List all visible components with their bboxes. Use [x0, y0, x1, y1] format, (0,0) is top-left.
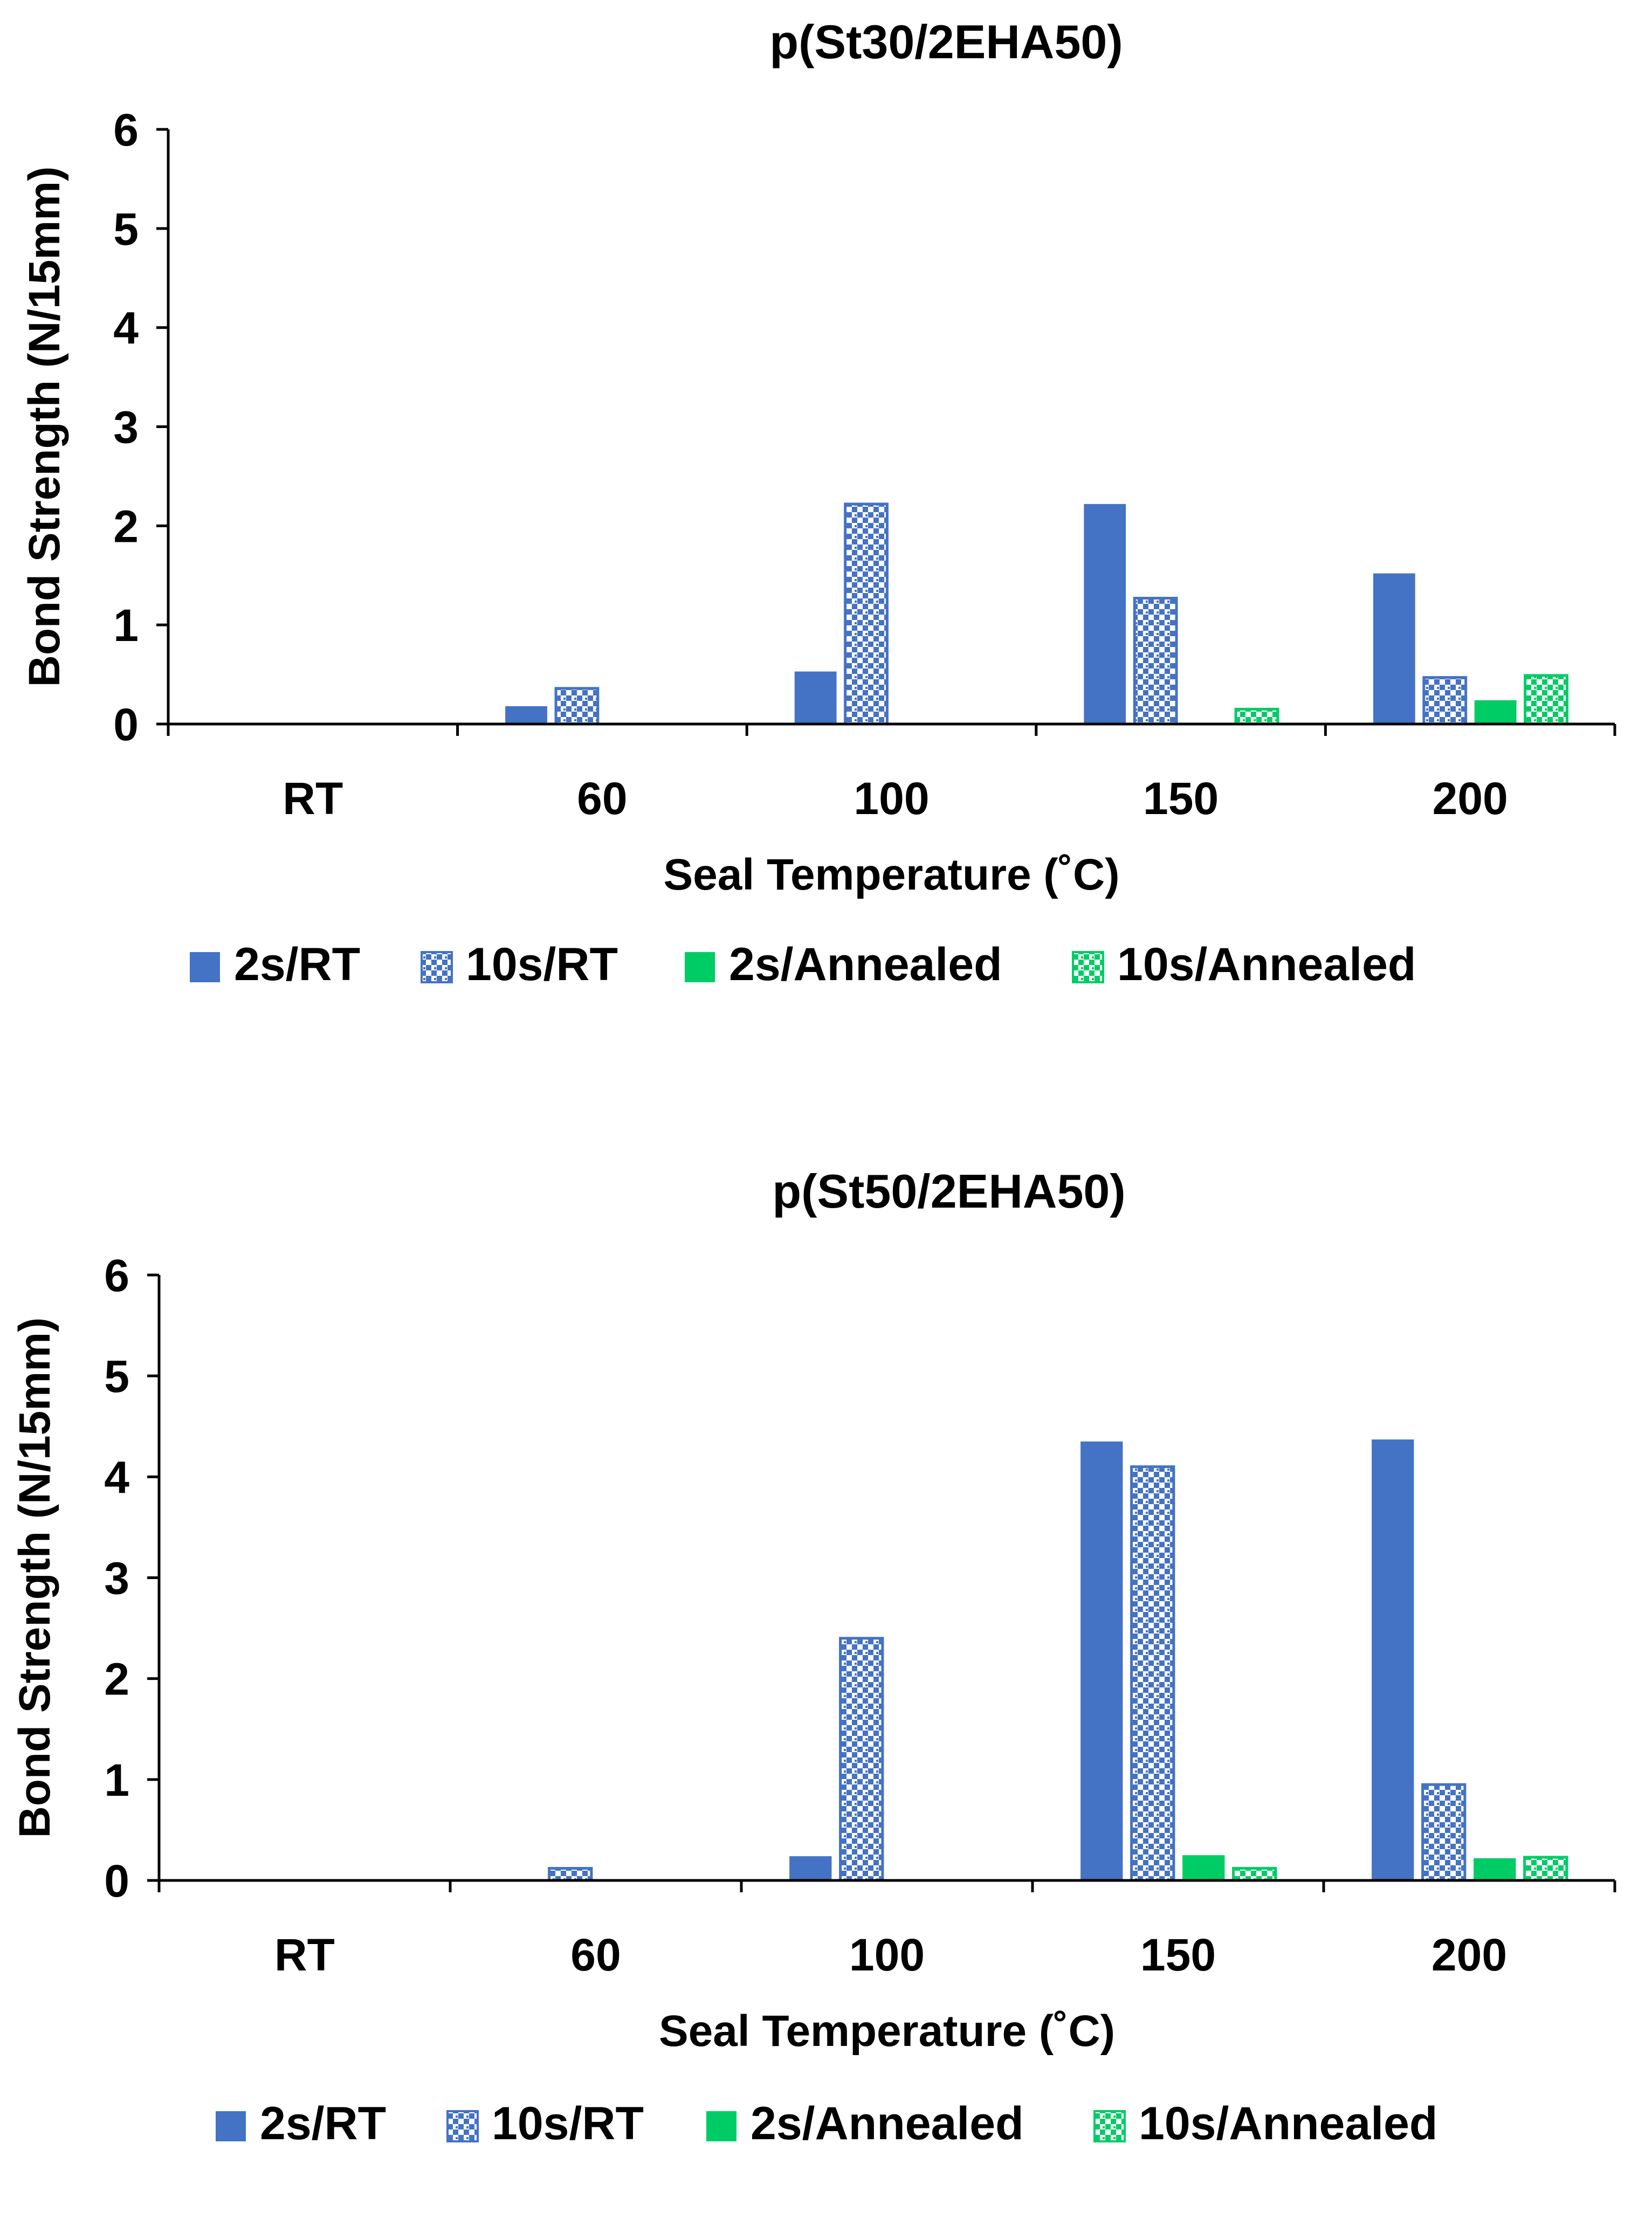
y-tick-label: 6 [104, 1250, 129, 1301]
bar-2s-rt-100 [794, 671, 837, 724]
x-tick-label: 60 [577, 773, 627, 824]
bar-2s-annealed-200 [1474, 700, 1517, 724]
x-tick-label: RT [283, 773, 343, 824]
legend-swatch-2s-rt [216, 2111, 246, 2141]
y-tick-label: 1 [104, 1755, 129, 1805]
legend-swatch-2s-rt [190, 952, 220, 982]
legend-label-2s-rt: 2s/RT [234, 939, 360, 990]
bar-10s-rt-60 [554, 687, 600, 726]
bar-2s-annealed-200 [1474, 1858, 1516, 1880]
legend: 2s/RT 10s/RT 2s/Annealed 10s/Annealed [216, 2098, 1437, 2149]
bar-10s-rt-60 [548, 1867, 593, 1882]
y-tick-label: 0 [113, 699, 139, 750]
legend-label-2s-annealed: 2s/Annealed [751, 2098, 1024, 2149]
y-tick-label: 5 [104, 1351, 129, 1402]
y-tick-label: 2 [113, 501, 139, 552]
x-axis-title: Seal Temperature (˚C) [659, 2007, 1115, 2056]
bar-10s-rt-150 [1133, 597, 1178, 726]
bar-10s-rt-150 [1130, 1465, 1175, 1882]
bar-10s-rt-100 [844, 502, 889, 726]
legend-item-10s-rt: 10s/RT [446, 2098, 644, 2149]
legend-label-2s-rt: 2s/RT [260, 2098, 386, 2149]
legend-label-10s-annealed: 10s/Annealed [1139, 2098, 1437, 2149]
legend-swatch-10s-annealed [1093, 2110, 1126, 2142]
bar-10s-rt-100 [839, 1637, 884, 1882]
bar-10s-annealed-200 [1523, 1856, 1568, 1882]
bar-2s-rt-60 [505, 706, 547, 724]
chart-st50-2eha50: p(St50/2EHA50) 0 1 2 3 4 5 6 RT 60 100 150 200 Seal T… [10, 1164, 1616, 2149]
legend-item-10s-annealed: 10s/Annealed [1093, 2098, 1437, 2149]
legend-item-2s-annealed: 2s/Annealed [685, 939, 1002, 990]
y-tick-label: 4 [104, 1452, 129, 1503]
bar-2s-rt-150 [1080, 1441, 1123, 1880]
chart-st30-2eha50: p(St30/2EHA50) 0 1 2 3 4 5 6 RT 60 100 150 200 Seal T… [20, 15, 1616, 990]
bar-2s-rt-150 [1084, 504, 1126, 724]
bar-2s-rt-200 [1372, 1439, 1414, 1880]
chart-title: p(St30/2EHA50) [769, 15, 1123, 68]
legend-label-2s-annealed: 2s/Annealed [729, 939, 1002, 990]
legend-swatch-10s-rt [446, 2110, 479, 2142]
bar-2s-rt-100 [789, 1856, 832, 1880]
legend-item-10s-annealed: 10s/Annealed [1072, 939, 1416, 990]
bar-2s-rt-200 [1373, 573, 1415, 724]
x-tick-label: 60 [570, 1929, 621, 1980]
y-axis-title: Bond Strength (N/15mm) [20, 167, 69, 687]
y-tick-label: 4 [113, 303, 139, 354]
legend-swatch-2s-annealed [685, 952, 715, 982]
x-tick-label: 200 [1431, 1929, 1507, 1980]
y-tick-label: 0 [104, 1856, 129, 1906]
chart-title: p(St50/2EHA50) [772, 1164, 1125, 1218]
legend-item-2s-rt: 2s/RT [190, 939, 360, 990]
x-tick-label: 150 [1143, 773, 1219, 824]
bar-10s-annealed-150 [1234, 707, 1279, 726]
bar-10s-annealed-150 [1232, 1867, 1277, 1882]
bar-2s-annealed-150 [1182, 1855, 1225, 1880]
y-tick-label: 6 [113, 105, 139, 155]
legend-label-10s-rt: 10s/RT [492, 2098, 644, 2149]
x-tick-label: 200 [1433, 773, 1508, 824]
x-axis-title: Seal Temperature (˚C) [663, 850, 1119, 899]
legend-item-10s-rt: 10s/RT [421, 939, 618, 990]
x-tick-label: 150 [1140, 1929, 1216, 1980]
y-tick-label: 2 [104, 1654, 129, 1705]
legend-swatch-10s-rt [421, 951, 453, 983]
x-tick-label: RT [274, 1929, 335, 1980]
bar-10s-annealed-200 [1524, 674, 1568, 726]
y-tick-label: 3 [104, 1553, 129, 1604]
y-axis-title: Bond Strength (N/15mm) [10, 1318, 59, 1838]
legend-swatch-10s-annealed [1072, 951, 1104, 983]
bar-10s-rt-200 [1422, 676, 1468, 726]
legend-item-2s-annealed: 2s/Annealed [706, 2098, 1024, 2149]
y-tick-label: 3 [113, 402, 139, 453]
legend-item-2s-rt: 2s/RT [216, 2098, 386, 2149]
legend-label-10s-annealed: 10s/Annealed [1117, 939, 1416, 990]
legend-label-10s-rt: 10s/RT [466, 939, 618, 990]
figure-root: p(St30/2EHA50) 0 1 2 3 4 5 6 RT 60 100 150 200 Seal T… [10, 15, 1616, 2149]
x-tick-label: 100 [853, 773, 929, 824]
bar-10s-rt-200 [1421, 1783, 1467, 1882]
y-tick-label: 5 [113, 204, 139, 254]
x-tick-label: 100 [849, 1929, 925, 1980]
legend: 2s/RT 10s/RT 2s/Annealed 10s/Annealed [190, 939, 1416, 990]
legend-swatch-2s-annealed [706, 2111, 736, 2141]
y-tick-label: 1 [113, 600, 139, 651]
